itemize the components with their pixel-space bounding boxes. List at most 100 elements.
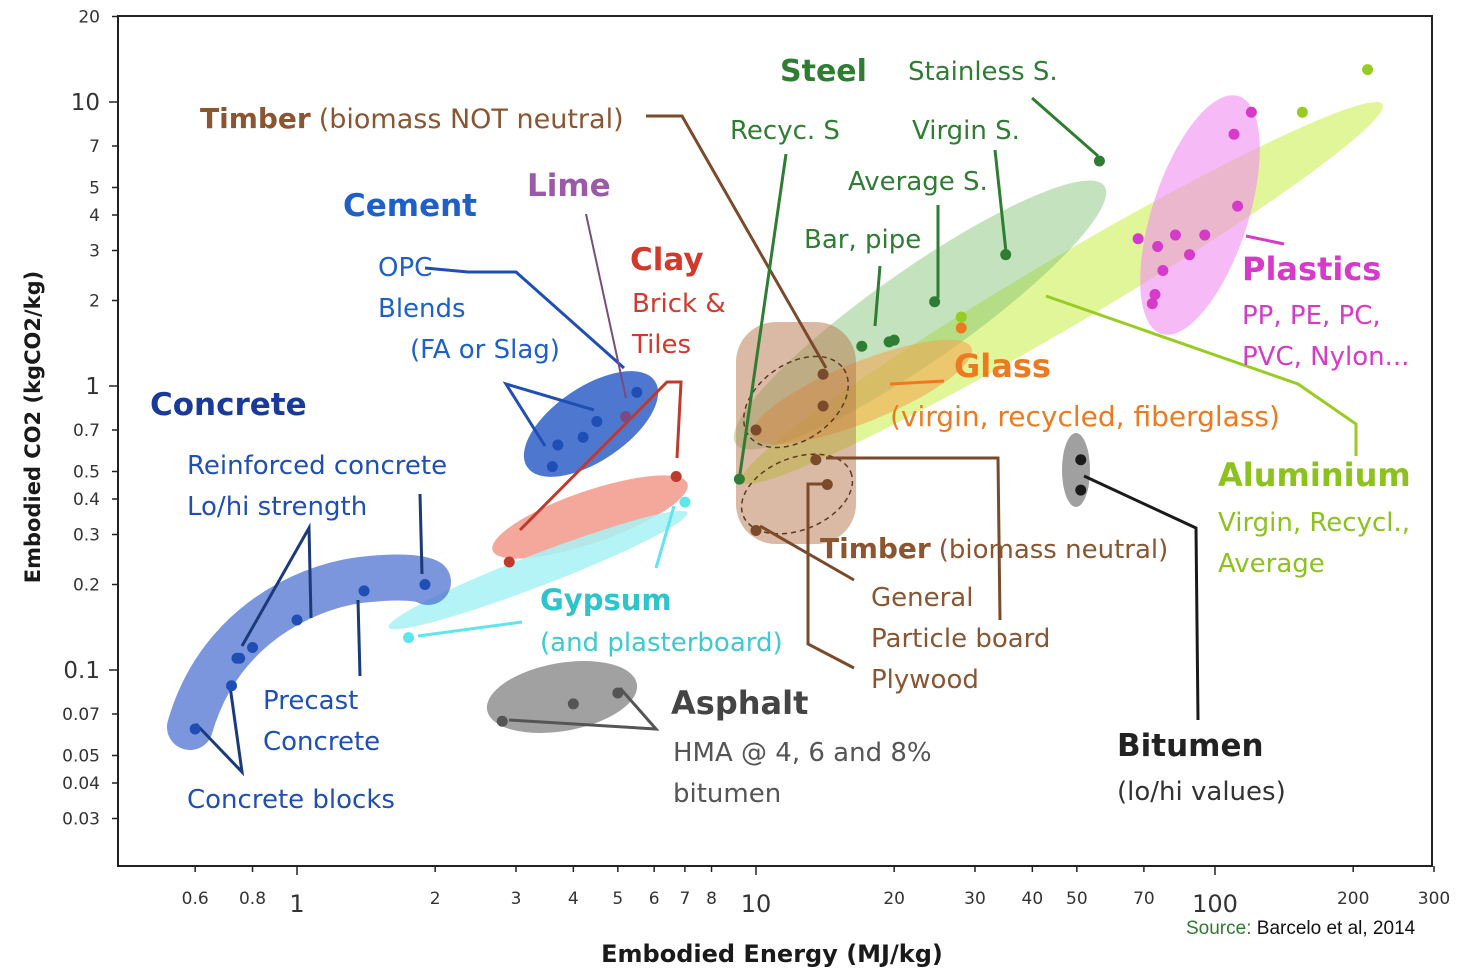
glass-leader	[889, 379, 945, 386]
source-prefix: Source:	[1186, 918, 1252, 939]
plastics-point	[1157, 265, 1169, 277]
cement-point	[546, 461, 558, 473]
bitumen-lc-label: bitumen	[673, 779, 781, 809]
lohi-strength-label: Lo/hi strength	[187, 492, 367, 522]
bitumen-point	[1075, 484, 1087, 496]
clay-point	[670, 471, 682, 483]
concrete-point	[358, 585, 370, 597]
bitumen-leader	[1083, 474, 1200, 721]
aluminium-point	[955, 311, 967, 323]
gypsum-region	[388, 510, 688, 630]
x-tick-label: 100	[1192, 890, 1238, 918]
hma-label: HMA @ 4, 6 and 8%	[673, 738, 932, 768]
plastics-point	[1245, 106, 1257, 118]
asphalt-region	[486, 661, 638, 733]
y-tick-label: 10	[71, 90, 100, 116]
y-tick-label: 0.04	[62, 774, 100, 794]
lohi-values-label: (lo/hi values)	[1117, 777, 1286, 807]
blocks-leader	[194, 685, 245, 777]
plastics-sub1-label: PP, PE, PC,	[1242, 301, 1381, 331]
timber-not-neutral-outline	[742, 355, 850, 449]
opc-leader	[424, 266, 625, 370]
y-tick-label: 0.07	[62, 705, 100, 725]
timber-n-rest: (biomass neutral)	[939, 535, 1169, 565]
y-tick-label: 0.2	[73, 576, 100, 596]
asphalt-leader	[508, 687, 660, 731]
leader-lines	[194, 96, 1358, 777]
blends-label: Blends	[378, 294, 466, 324]
y-tick-label: 20	[78, 8, 100, 28]
plastics-point	[1152, 240, 1164, 252]
plastics-point	[1149, 288, 1161, 300]
plastics-point	[1184, 249, 1196, 261]
concrete-label: Concrete	[150, 387, 307, 423]
bar-pipe-leader	[873, 265, 882, 327]
timber-n-bold: Timber	[820, 532, 931, 565]
y-tick-label: 4	[89, 206, 100, 226]
steel-point	[856, 340, 868, 352]
bitumen-label: Bitumen	[1117, 728, 1264, 764]
x-tick-label: 4	[568, 889, 579, 909]
x-tick-label: 7	[679, 889, 690, 909]
fa-slag-label: (FA or Slag)	[410, 335, 560, 365]
tiles-label: Tiles	[631, 330, 691, 360]
virgin-s-label: Virgin S.	[912, 116, 1020, 146]
asphalt-point	[496, 715, 508, 727]
x-tick-label: 8	[706, 889, 717, 909]
x-tick-label: 3	[511, 889, 522, 909]
concrete-region	[167, 554, 451, 750]
timber-point	[817, 400, 829, 412]
timber-point	[821, 478, 833, 490]
plastics-label: Plastics	[1242, 250, 1381, 288]
glass-sub-label: (virgin, recycled, fiberglass)	[890, 400, 1280, 433]
plastics-point	[1146, 298, 1158, 310]
y-tick-label: 0.3	[73, 525, 100, 545]
steel-label: Steel	[780, 54, 867, 89]
steel-point	[1000, 249, 1012, 261]
x-tick-label: 1	[289, 890, 304, 918]
gypsum-leader	[417, 620, 523, 638]
precast-leader-2	[356, 599, 362, 677]
clay-label: Clay	[630, 242, 704, 278]
aluminium-point	[1296, 106, 1308, 118]
glass-label: Glass	[954, 347, 1051, 385]
plastics-sub2-label: PVC, Nylon...	[1242, 342, 1409, 372]
concrete-reinforced-leader	[240, 522, 313, 647]
gypsum-point	[403, 632, 415, 644]
plastics-point	[1228, 128, 1240, 140]
stainless-leader	[1031, 96, 1099, 158]
virgin-s-leader	[993, 149, 1008, 253]
cement-point	[577, 431, 589, 443]
plasterboard-label: (and plasterboard)	[540, 628, 783, 658]
x-tick-label: 10	[741, 890, 772, 918]
precast2-label: Concrete	[263, 727, 380, 757]
y-tick-label: 0.4	[73, 490, 100, 510]
glass-point	[955, 322, 967, 334]
plastics-point	[1169, 229, 1181, 241]
x-tick-label: 50	[1066, 889, 1088, 909]
bitumen-point	[1075, 454, 1087, 466]
y-tick-label: 7	[89, 137, 100, 157]
timber-point	[817, 368, 829, 380]
precast-label: Precast	[263, 686, 358, 716]
precast-leader	[418, 493, 424, 575]
reinforced-label: Reinforced concrete	[187, 451, 447, 481]
cement-label: Cement	[343, 188, 477, 224]
x-tick-label: 30	[964, 889, 986, 909]
y-tick-label: 3	[89, 241, 100, 261]
plywood-label: Plywood	[871, 665, 979, 695]
source-text: Barcelo et al, 2014	[1256, 918, 1416, 939]
x-tick-label: 40	[1022, 889, 1044, 909]
bar-pipe-label: Bar, pipe	[804, 225, 921, 255]
plastics-point	[1132, 233, 1144, 245]
x-tick-label: 0.6	[182, 889, 209, 909]
asphalt-label: Asphalt	[671, 684, 808, 722]
source-note: Source: Barcelo et al, 2014	[1186, 918, 1415, 940]
aluminium-label: Aluminium	[1218, 456, 1411, 494]
x-tick-label: 70	[1133, 889, 1155, 909]
y-tick-label: 0.1	[63, 658, 100, 684]
concrete-point	[419, 579, 431, 591]
material-regions	[167, 95, 1383, 750]
aluminium-point	[1362, 64, 1374, 76]
